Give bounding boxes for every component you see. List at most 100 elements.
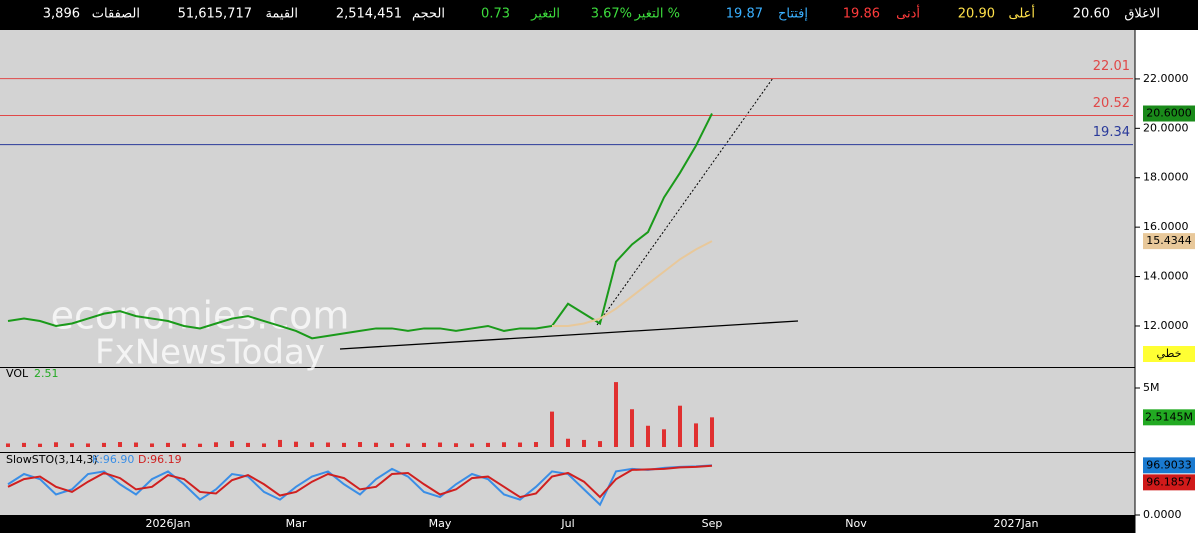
stat-label: الاغلاق	[1124, 7, 1160, 22]
volume-bar	[374, 442, 378, 447]
value-tag	[1143, 233, 1195, 250]
volume-bar	[550, 411, 554, 447]
volume-bar	[182, 443, 186, 447]
volume-bar	[566, 438, 570, 447]
volume-bar	[22, 442, 26, 447]
volume-bar	[166, 442, 170, 447]
x-tick-label: Jul	[560, 517, 574, 530]
x-tick-label: 2027Jan	[994, 517, 1039, 530]
x-axis-bar	[0, 515, 1135, 533]
value-tag	[1143, 105, 1195, 122]
volume-bar	[70, 443, 74, 447]
volume-bar	[518, 442, 522, 447]
stat-label: إفتتاح	[778, 7, 808, 22]
volume-bar	[662, 429, 666, 447]
stat-value: 3,896	[43, 7, 80, 22]
value-tag-label: 15.4344	[1146, 234, 1192, 247]
series-line	[7, 464, 713, 499]
watermark: FxNewsToday	[95, 333, 325, 373]
y-tick-label: 0.0000	[1143, 508, 1182, 521]
value-tag-label: 96.1857	[1146, 475, 1192, 488]
y-tick-label: 12.0000	[1143, 319, 1189, 332]
x-tick-label: May	[429, 517, 452, 530]
stat-label: أدنى	[896, 5, 920, 22]
stat-value: 3.67%	[591, 7, 632, 22]
volume-bar	[534, 442, 538, 447]
volume-bar	[598, 441, 602, 447]
volume-bar	[150, 443, 154, 447]
trend-line	[339, 320, 799, 350]
stat-value: 51,615,717	[178, 7, 252, 22]
stat-value: 0.73	[481, 7, 510, 22]
volume-bar	[342, 442, 346, 447]
volume-bar	[134, 442, 138, 447]
stat-value: 20.60	[1073, 7, 1110, 22]
volume-bar	[38, 443, 42, 447]
scale-mode: خطي	[1157, 347, 1182, 360]
volume-bar	[470, 443, 474, 447]
volume-bar	[454, 443, 458, 447]
stat-label: الصفقات	[92, 7, 140, 22]
stat-label: التغير %	[634, 7, 680, 22]
stat-label: القيمة	[265, 7, 298, 22]
value-tag	[1143, 409, 1195, 426]
value-tag	[1143, 474, 1195, 491]
level-label: 20.52	[1093, 96, 1130, 111]
series-line	[552, 240, 713, 327]
volume-bar	[86, 443, 90, 447]
legend-entry: K:96.90	[92, 453, 134, 466]
volume-bar	[294, 441, 298, 447]
volume-bar	[502, 442, 506, 447]
volume-bar	[406, 443, 410, 447]
volume-bar	[54, 442, 58, 447]
panel-title: SlowSTO(3,14,3)	[6, 453, 98, 466]
volume-panel	[0, 368, 1135, 452]
volume-bar	[614, 382, 618, 447]
value-tag-label: 2.5145M	[1145, 410, 1193, 423]
volume-bar	[438, 442, 442, 447]
volume-bar	[326, 442, 330, 447]
volume-bar	[214, 442, 218, 447]
volume-bar	[710, 417, 714, 447]
volume-bar	[630, 409, 634, 447]
volume-bar	[246, 442, 250, 447]
volume-bar	[422, 442, 426, 447]
y-tick-label: 5M	[1143, 381, 1160, 394]
price-panel	[0, 30, 1135, 367]
volume-bar	[694, 423, 698, 447]
volume-bar	[230, 441, 234, 447]
y-tick-label: 18.0000	[1143, 171, 1189, 184]
x-tick-label: Mar	[286, 517, 307, 530]
stat-value: 2,514,451	[336, 7, 402, 22]
panel-title: VOL	[6, 367, 29, 380]
level-label: 22.01	[1093, 59, 1130, 74]
volume-bar	[646, 425, 650, 447]
stat-label: أعلى	[1008, 5, 1035, 22]
x-tick-label: Nov	[845, 517, 867, 530]
header-bar	[0, 0, 1198, 30]
stat-value: 20.90	[958, 7, 995, 22]
y-tick-label: 22.0000	[1143, 72, 1189, 85]
trend-line	[596, 77, 774, 326]
y-tick-label: 16.0000	[1143, 220, 1189, 233]
stat-value: 19.87	[726, 7, 763, 22]
value-tag-label: 96.9033	[1146, 458, 1192, 471]
volume-bar	[310, 442, 314, 447]
volume-bar	[486, 442, 490, 447]
y-tick-label: 20.0000	[1143, 121, 1189, 134]
level-label: 19.34	[1093, 125, 1130, 140]
volume-bar	[262, 443, 266, 447]
x-tick-label: 2026Jan	[146, 517, 191, 530]
volume-bar	[278, 439, 282, 447]
scale-mode-box	[1143, 346, 1195, 362]
volume-bar	[390, 443, 394, 447]
series-line	[7, 464, 713, 507]
legend-entry: D:96.19	[138, 453, 182, 466]
stat-label: التغير	[530, 7, 560, 22]
volume-bar	[6, 443, 10, 447]
volume-bar	[582, 439, 586, 447]
x-tick-label: Sep	[702, 517, 723, 530]
volume-bar	[198, 443, 202, 447]
value-tag-label: 20.6000	[1146, 107, 1192, 120]
